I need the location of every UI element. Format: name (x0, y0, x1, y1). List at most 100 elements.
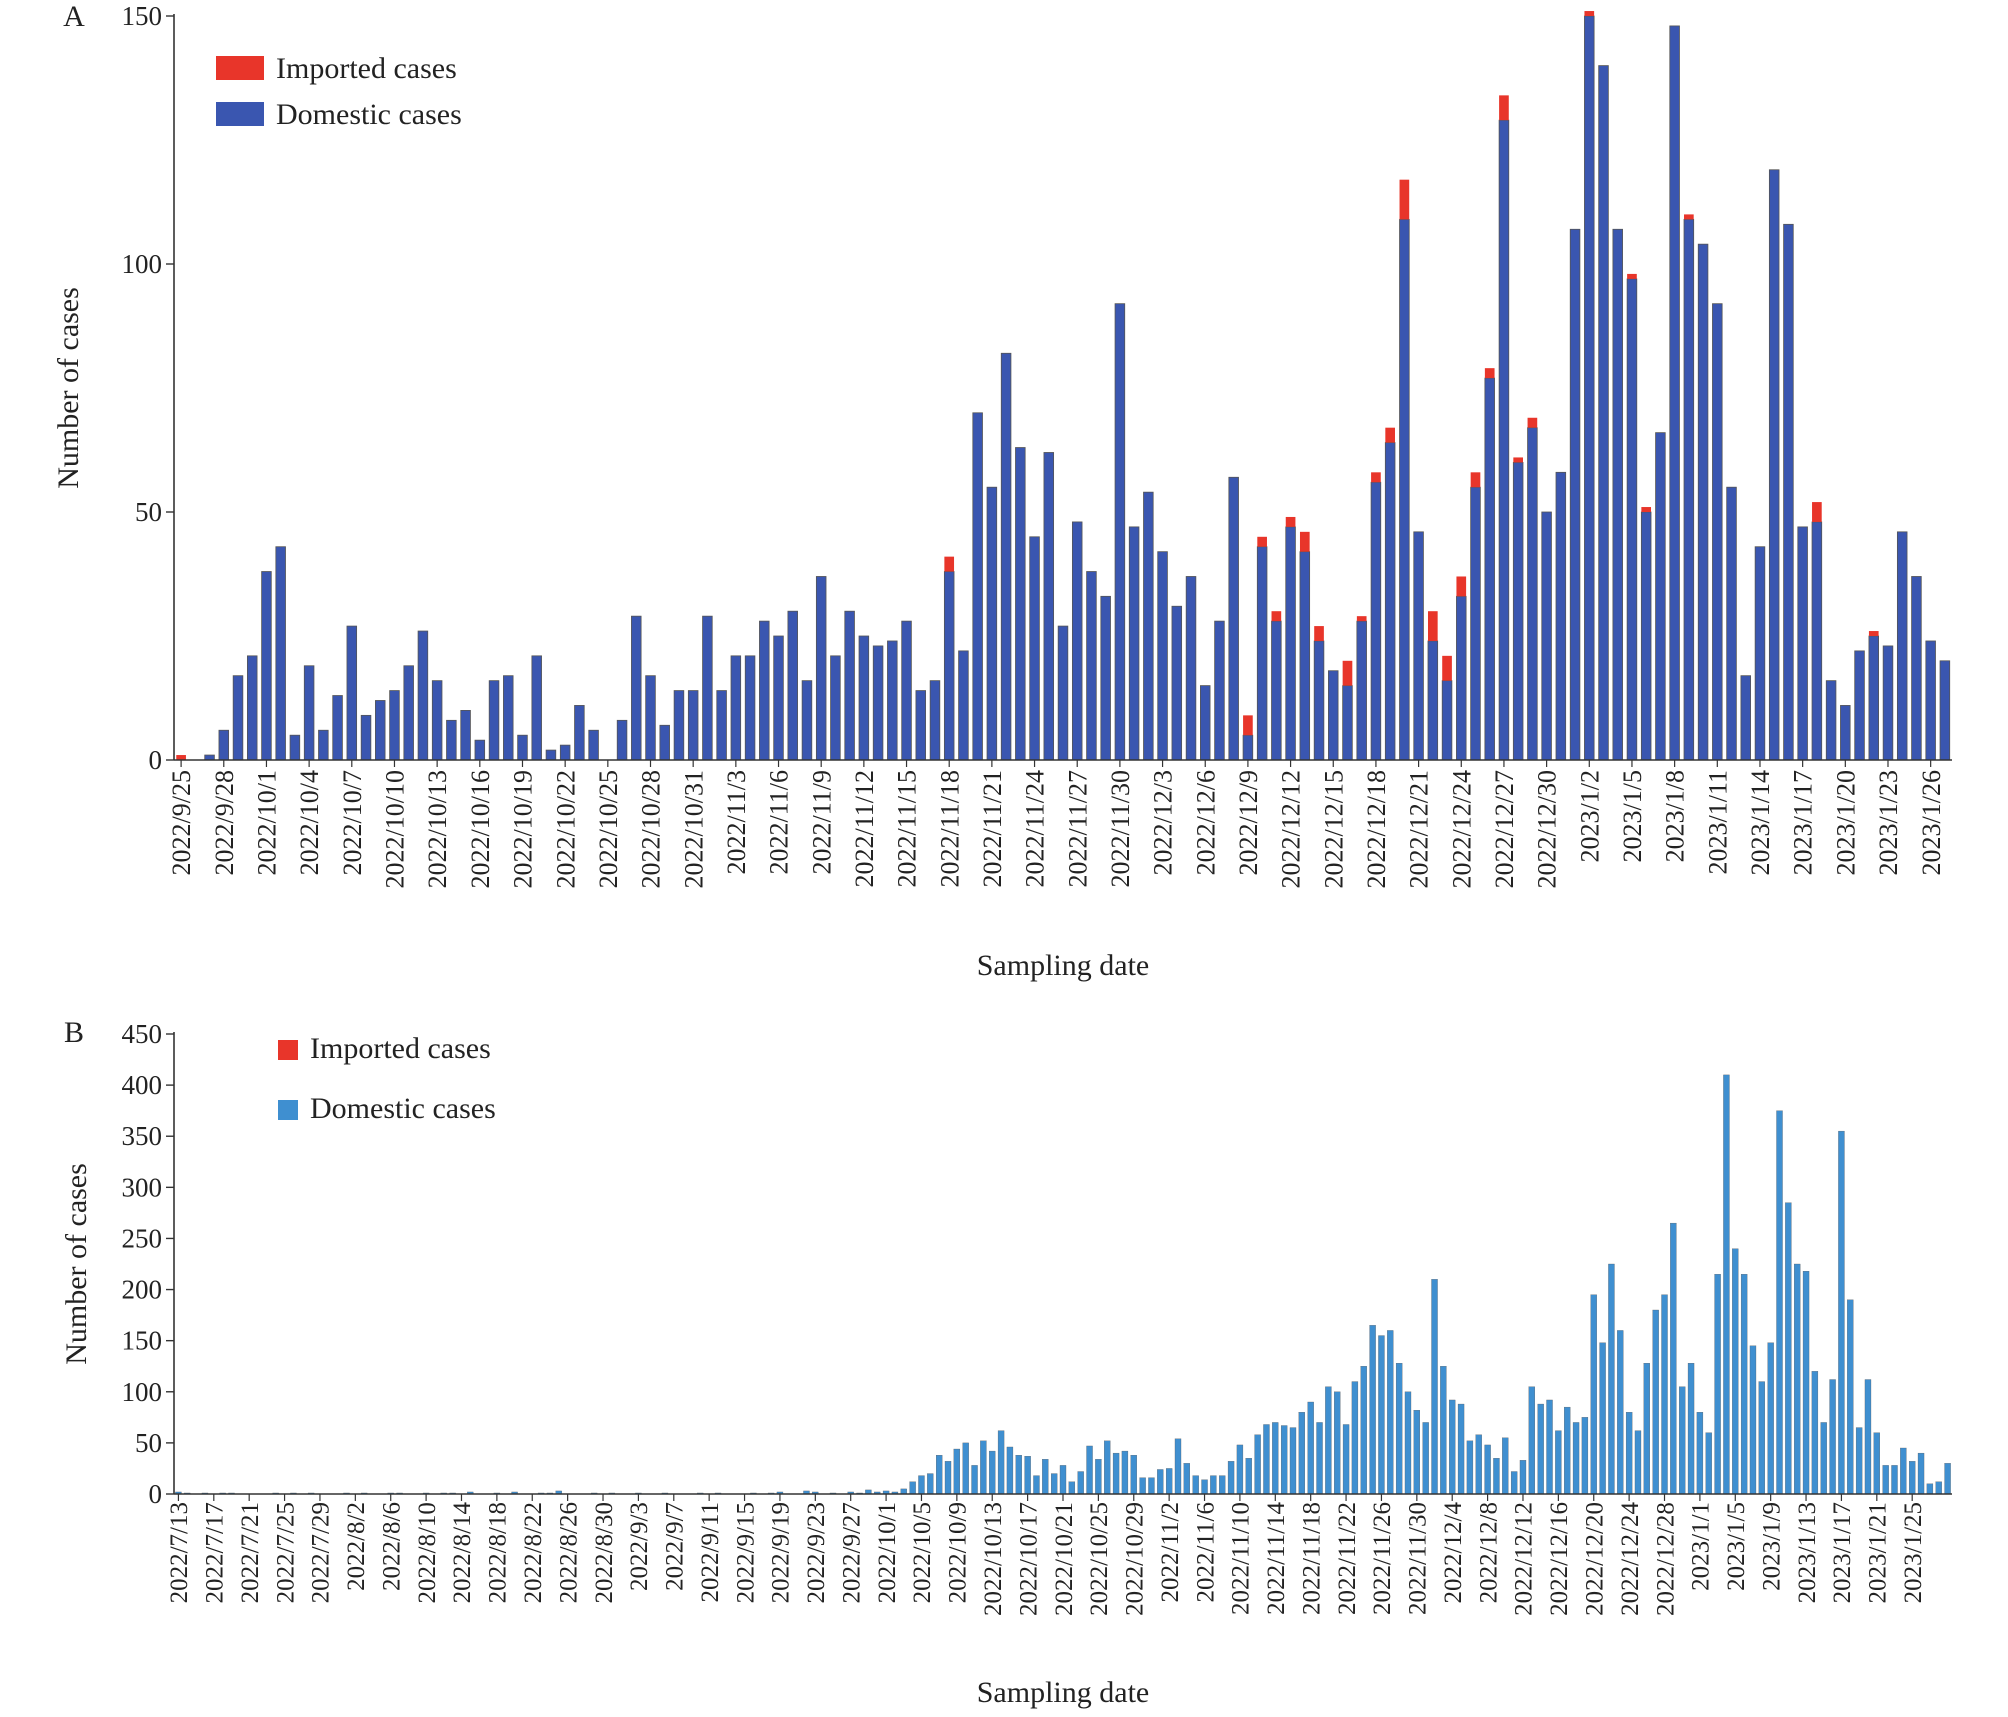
bar-domestic (1825, 680, 1837, 761)
bar-domestic (1687, 1363, 1695, 1495)
bar-domestic (1670, 1222, 1677, 1495)
bar-domestic (936, 1455, 943, 1495)
bar-domestic (1634, 1430, 1642, 1495)
bar-domestic (1298, 1412, 1305, 1495)
legend-swatch-imported (278, 1040, 298, 1060)
bar-domestic (1068, 1481, 1076, 1495)
x-tick-label: 2023/1/8 (1661, 770, 1690, 862)
bar-imported (1868, 631, 1879, 636)
bar-domestic (289, 734, 301, 761)
bar-domestic (1256, 546, 1268, 761)
bar-domestic (1925, 640, 1936, 761)
bar-domestic (1387, 1330, 1394, 1495)
bar-domestic (232, 675, 244, 761)
bar-domestic (1584, 15, 1595, 761)
bar-domestic (830, 655, 841, 761)
bar-domestic (1071, 521, 1083, 761)
bar-domestic (1555, 1430, 1562, 1495)
bar-domestic (1143, 491, 1154, 761)
x-tick-label: 2022/11/3 (722, 770, 751, 874)
x-tick-label: 2022/11/6 (1192, 1502, 1219, 1602)
bar-domestic (1399, 218, 1410, 761)
bar-imported (1314, 626, 1324, 641)
bar-domestic (1512, 461, 1524, 761)
bar-domestic (659, 724, 670, 761)
bar-domestic (1900, 1447, 1907, 1495)
bar-domestic (1598, 65, 1609, 761)
x-tick-label: 2022/10/28 (637, 770, 666, 888)
bar-domestic (1767, 1342, 1774, 1495)
bar-domestic (1785, 1202, 1792, 1495)
x-tick-label: 2022/10/17 (1015, 1502, 1042, 1616)
y-tick-label: 300 (122, 1172, 163, 1202)
bar-domestic (1608, 1263, 1615, 1495)
y-tick-label: 100 (122, 249, 163, 279)
bar-imported (1356, 616, 1367, 622)
x-tick-label: 2022/12/24 (1447, 770, 1476, 888)
y-tick-label: 100 (122, 1377, 163, 1407)
x-axis-title: Sampling date (977, 1676, 1149, 1709)
legend-label-domestic: Domestic cases (310, 1092, 496, 1125)
bar-domestic (1617, 1330, 1624, 1495)
bar-domestic (759, 620, 770, 761)
x-tick-label: 2022/12/18 (1362, 770, 1391, 888)
bar-domestic (1847, 1299, 1854, 1495)
bar-domestic (1652, 1309, 1659, 1495)
x-tick-label: 2022/10/10 (381, 770, 410, 888)
x-tick-label: 2023/1/17 (1789, 770, 1818, 875)
bar-domestic (1356, 620, 1367, 761)
bar-domestic (1626, 278, 1638, 761)
bar-domestic (616, 719, 628, 761)
legend-swatch-domestic (216, 102, 264, 126)
bar-domestic (1427, 640, 1439, 761)
bar-domestic (375, 700, 386, 761)
bar-domestic (1697, 243, 1709, 761)
bar-imported (1342, 660, 1353, 686)
bar-imported (1385, 427, 1395, 443)
bar-domestic (1059, 1465, 1067, 1495)
bar-domestic (1896, 531, 1908, 761)
bar-domestic (1272, 1422, 1279, 1495)
x-tick-label: 2022/11/24 (1021, 770, 1050, 887)
bar-domestic (1254, 1434, 1261, 1495)
bar-domestic (559, 744, 571, 761)
bar-domestic (1271, 620, 1282, 761)
y-tick-label: 150 (122, 1, 163, 31)
bar-domestic (1564, 1406, 1571, 1495)
bar-imported (1442, 655, 1452, 681)
bar-domestic (1148, 1477, 1155, 1495)
bar-domestic (631, 615, 642, 761)
legend: Imported cases Domestic cases (278, 1032, 496, 1125)
y-tick-label: 250 (122, 1223, 163, 1253)
bar-domestic (446, 719, 457, 761)
bar-domestic (944, 1461, 952, 1495)
bar-domestic (1185, 576, 1197, 761)
bar-domestic (844, 610, 855, 761)
bar-domestic (1655, 432, 1666, 761)
bar-domestic (1157, 551, 1168, 761)
x-tick-label: 2022/9/23 (803, 1502, 830, 1603)
y-tick-label: 0 (149, 745, 163, 775)
x-tick-label: 2022/12/3 (1149, 770, 1178, 875)
legend-label-imported: Imported cases (310, 1032, 491, 1065)
bar-domestic (1820, 1422, 1827, 1495)
bar-domestic (1042, 1459, 1049, 1495)
bar-domestic (887, 640, 898, 761)
bar-domestic (1219, 1475, 1226, 1495)
bar-domestic (1754, 546, 1766, 761)
bar-domestic (1519, 1460, 1527, 1495)
x-tick-label: 2022/11/26 (1369, 1502, 1396, 1615)
bar-domestic (1732, 1248, 1739, 1495)
bar-domestic (1749, 1345, 1757, 1495)
bar-domestic (687, 690, 699, 761)
x-tick-label: 2022/8/30 (591, 1502, 618, 1603)
x-tick-label: 2022/10/29 (1122, 1502, 1149, 1616)
x-tick-label: 2022/8/6 (379, 1502, 406, 1591)
x-tick-label: 2022/12/4 (1440, 1502, 1467, 1604)
y-tick-label: 450 (122, 1019, 163, 1049)
bar-domestic (1612, 228, 1623, 761)
bar-domestic (1935, 1481, 1942, 1495)
x-tick-label: 2023/1/11 (1703, 770, 1732, 874)
bar-imported (1484, 368, 1495, 379)
